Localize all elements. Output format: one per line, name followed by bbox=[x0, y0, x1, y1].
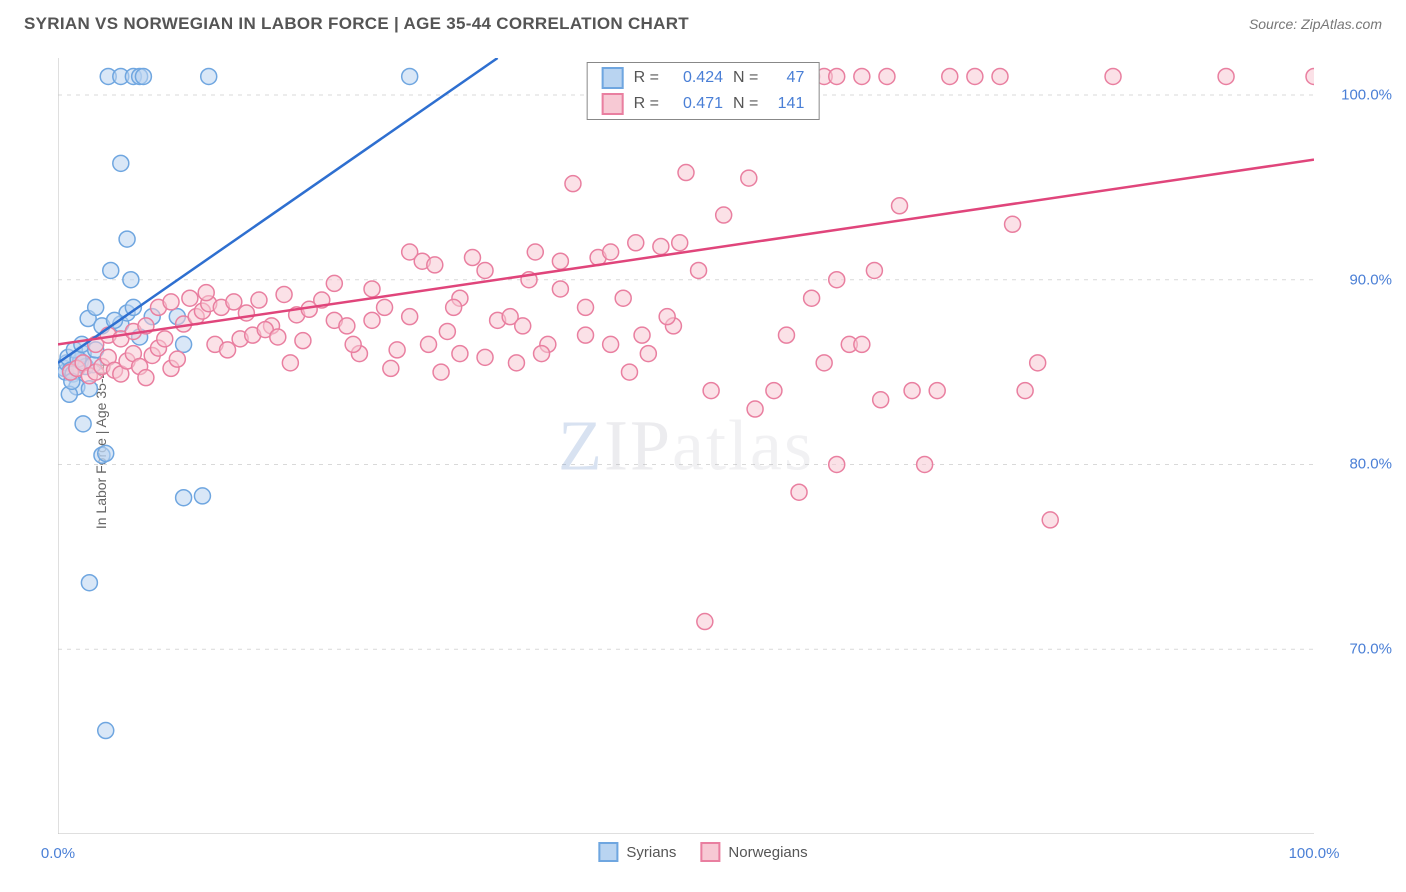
swatch-icon bbox=[700, 842, 720, 862]
stats-row-norwegians: R = 0.471 N = 141 bbox=[588, 91, 819, 117]
swatch-icon bbox=[598, 842, 618, 862]
legend-item-syrians: Syrians bbox=[598, 842, 676, 862]
swatch-icon bbox=[602, 93, 624, 115]
y-tick-label: 70.0% bbox=[1349, 641, 1392, 658]
y-tick-label: 100.0% bbox=[1341, 86, 1392, 103]
source-label: Source: ZipAtlas.com bbox=[1249, 16, 1382, 32]
legend-label: Syrians bbox=[626, 844, 676, 861]
x-tick-label: 100.0% bbox=[1289, 845, 1340, 862]
stat-n-label: N = bbox=[733, 95, 758, 113]
chart-title: SYRIAN VS NORWEGIAN IN LABOR FORCE | AGE… bbox=[24, 14, 689, 34]
stat-n-value: 47 bbox=[768, 69, 804, 87]
swatch-icon bbox=[602, 67, 624, 89]
stat-n-value: 141 bbox=[768, 95, 804, 113]
stat-n-label: N = bbox=[733, 69, 758, 87]
stat-r-value: 0.471 bbox=[669, 95, 723, 113]
legend-label: Norwegians bbox=[728, 844, 807, 861]
stat-r-label: R = bbox=[634, 69, 659, 87]
stat-r-value: 0.424 bbox=[669, 69, 723, 87]
stat-r-label: R = bbox=[634, 95, 659, 113]
legend-item-norwegians: Norwegians bbox=[700, 842, 807, 862]
y-tick-label: 80.0% bbox=[1349, 456, 1392, 473]
y-tick-label: 90.0% bbox=[1349, 271, 1392, 288]
stats-row-syrians: R = 0.424 N = 47 bbox=[588, 65, 819, 91]
x-tick-label: 0.0% bbox=[41, 845, 75, 862]
stats-legend: R = 0.424 N = 47 R = 0.471 N = 141 bbox=[587, 62, 820, 120]
series-legend: Syrians Norwegians bbox=[598, 842, 807, 862]
chart-area: ZIPatlas bbox=[58, 58, 1314, 834]
scatter-chart bbox=[58, 58, 1314, 834]
